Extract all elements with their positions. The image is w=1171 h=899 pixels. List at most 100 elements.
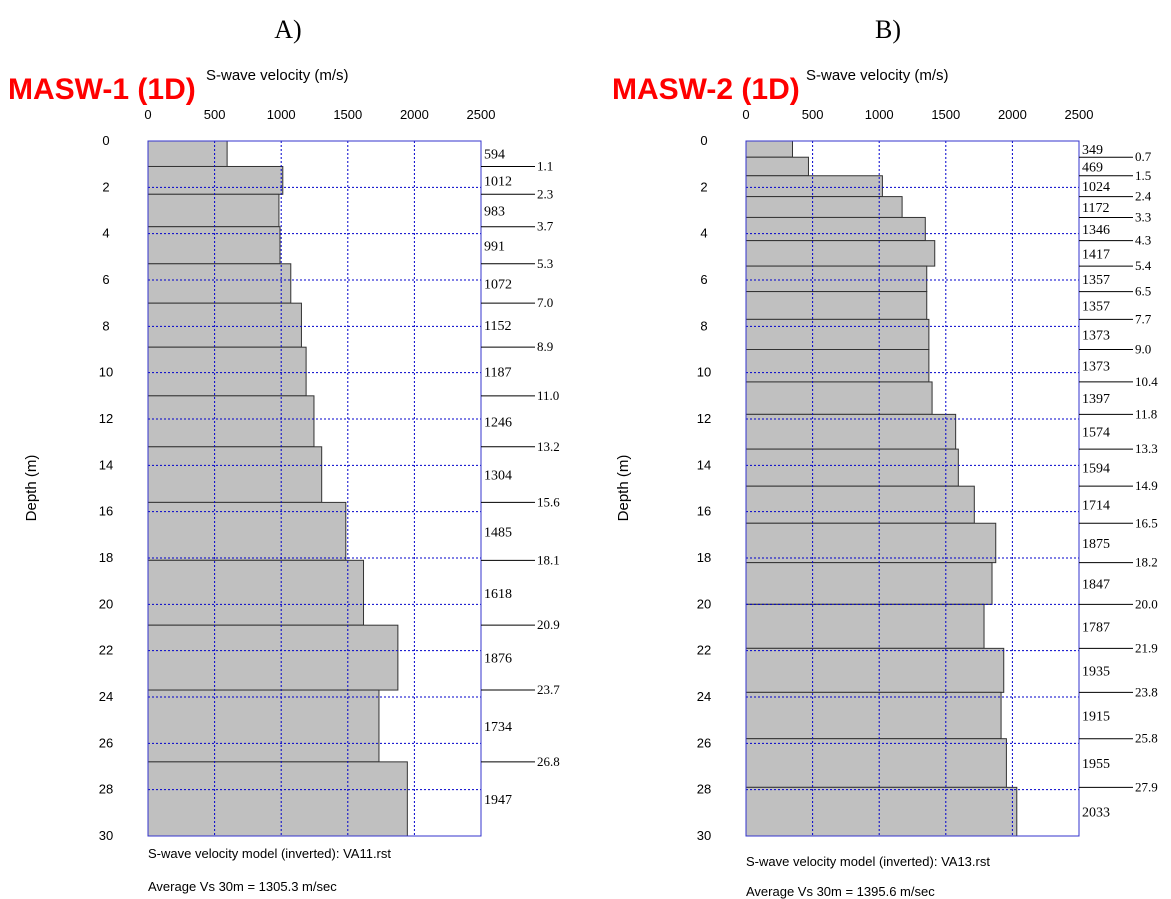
layer-velocity-label: 1246	[484, 415, 512, 430]
layer-velocity-label: 1417	[1082, 247, 1110, 262]
velocity-bar	[745, 265, 928, 293]
x-tick-label: 0	[144, 107, 151, 122]
velocity-bar	[745, 562, 993, 605]
boundary-depth-label: 7.7	[1135, 311, 1152, 326]
velocity-bar	[147, 140, 228, 167]
velocity-bar	[147, 346, 307, 397]
y-tick-label: 30	[697, 828, 711, 843]
y-tick-label: 22	[697, 643, 711, 658]
boundary-depth-label: 18.2	[1135, 555, 1158, 570]
layer-velocity-label: 1618	[484, 587, 512, 602]
y-tick-label: 26	[697, 735, 711, 750]
boundary-depth-label: 4.3	[1135, 233, 1151, 248]
velocity-bar	[147, 689, 380, 763]
x-tick-label: 1500	[333, 107, 362, 122]
velocity-bar	[745, 738, 1007, 788]
average-vs-caption: Average Vs 30m = 1395.6 m/sec	[746, 884, 935, 899]
velocity-bar	[745, 691, 1002, 740]
layer-velocity-label: 1152	[484, 319, 511, 334]
x-tick-label: 2000	[998, 107, 1027, 122]
y-tick-label: 12	[697, 411, 711, 426]
y-tick-label: 8	[102, 318, 109, 333]
layer-velocity-label: 1594	[1082, 462, 1110, 477]
x-tick-label: 2000	[400, 107, 429, 122]
boundary-depth-label: 16.5	[1135, 515, 1158, 530]
layer-velocity-label: 1357	[1082, 299, 1110, 314]
x-tick-label: 500	[802, 107, 824, 122]
velocity-bar	[745, 522, 997, 564]
boundary-depth-label: 3.3	[1135, 209, 1151, 224]
velocity-bar	[745, 175, 883, 198]
panel-label: A)	[274, 15, 301, 44]
layer-velocity-label: 1346	[1082, 223, 1110, 238]
layer-velocity-label: 1734	[484, 720, 512, 735]
layer-velocity-label: 1187	[484, 366, 511, 381]
velocity-bar	[147, 559, 365, 626]
y-tick-label: 28	[99, 782, 113, 797]
velocity-bar	[147, 165, 284, 195]
velocity-bar	[147, 226, 281, 265]
boundary-depth-label: 23.8	[1135, 684, 1158, 699]
layer-velocity-label: 1915	[1082, 710, 1110, 725]
boundary-depth-label: 0.7	[1135, 149, 1152, 164]
boundary-depth-label: 18.1	[537, 552, 560, 567]
y-tick-label: 6	[102, 272, 109, 287]
velocity-bar	[745, 156, 809, 177]
velocity-bar	[745, 786, 1018, 837]
velocity-bar	[745, 349, 930, 383]
y-tick-label: 18	[697, 550, 711, 565]
y-tick-label: 2	[102, 179, 109, 194]
layer-velocity-label: 1397	[1082, 392, 1110, 407]
layer-velocity-label: 1373	[1082, 328, 1110, 343]
y-tick-label: 26	[99, 735, 113, 750]
layer-velocity-label: 1012	[484, 174, 512, 189]
layer-velocity-label: 2033	[1082, 806, 1110, 821]
boundary-depth-label: 3.7	[537, 219, 554, 234]
layer-velocity-label: 1304	[484, 469, 512, 484]
velocity-bar	[147, 446, 323, 503]
chart-title: MASW-2 (1D)	[612, 73, 800, 106]
y-axis-title: Depth (m)	[23, 455, 40, 522]
y-tick-label: 28	[697, 782, 711, 797]
boundary-depth-label: 20.0	[1135, 596, 1158, 611]
layer-velocity-label: 1787	[1082, 620, 1110, 635]
boundary-depth-label: 14.9	[1135, 478, 1158, 493]
average-vs-caption: Average Vs 30m = 1305.3 m/sec	[148, 879, 337, 894]
model-caption: S-wave velocity model (inverted): VA11.r…	[148, 846, 391, 861]
y-tick-label: 2	[700, 179, 707, 194]
velocity-bar	[745, 291, 928, 320]
x-tick-label: 1000	[267, 107, 296, 122]
y-tick-label: 0	[700, 133, 707, 148]
boundary-depth-label: 8.9	[537, 339, 553, 354]
boundary-depth-label: 1.5	[1135, 168, 1151, 183]
y-tick-label: 0	[102, 133, 109, 148]
velocity-bar	[147, 761, 408, 837]
boundary-depth-label: 2.3	[537, 186, 553, 201]
boundary-depth-label: 7.0	[537, 295, 553, 310]
panel-label: B)	[875, 15, 901, 44]
y-tick-label: 14	[697, 457, 711, 472]
layer-velocity-label: 1935	[1082, 664, 1110, 679]
velocity-bar	[147, 263, 292, 304]
boundary-depth-label: 13.2	[537, 439, 560, 454]
layer-velocity-label: 1947	[484, 793, 512, 808]
layer-velocity-label: 1072	[484, 277, 512, 292]
boundary-depth-label: 9.0	[1135, 342, 1151, 357]
y-tick-label: 12	[99, 411, 113, 426]
x-axis-title: S-wave velocity (m/s)	[806, 67, 949, 84]
velocity-bar	[147, 193, 280, 228]
layer-velocity-label: 1373	[1082, 360, 1110, 375]
boundary-depth-label: 13.3	[1135, 441, 1158, 456]
boundary-depth-label: 5.3	[537, 256, 553, 271]
y-tick-label: 18	[99, 550, 113, 565]
velocity-bar	[147, 395, 315, 448]
velocity-bar	[745, 216, 926, 242]
plot-frame	[147, 140, 482, 837]
boundary-depth-label: 20.9	[537, 617, 560, 632]
y-tick-label: 16	[697, 504, 711, 519]
y-tick-label: 20	[99, 596, 113, 611]
x-tick-label: 0	[742, 107, 749, 122]
layer-velocity-label: 1172	[1082, 201, 1109, 216]
x-tick-label: 1500	[931, 107, 960, 122]
velocity-bar	[745, 413, 957, 450]
